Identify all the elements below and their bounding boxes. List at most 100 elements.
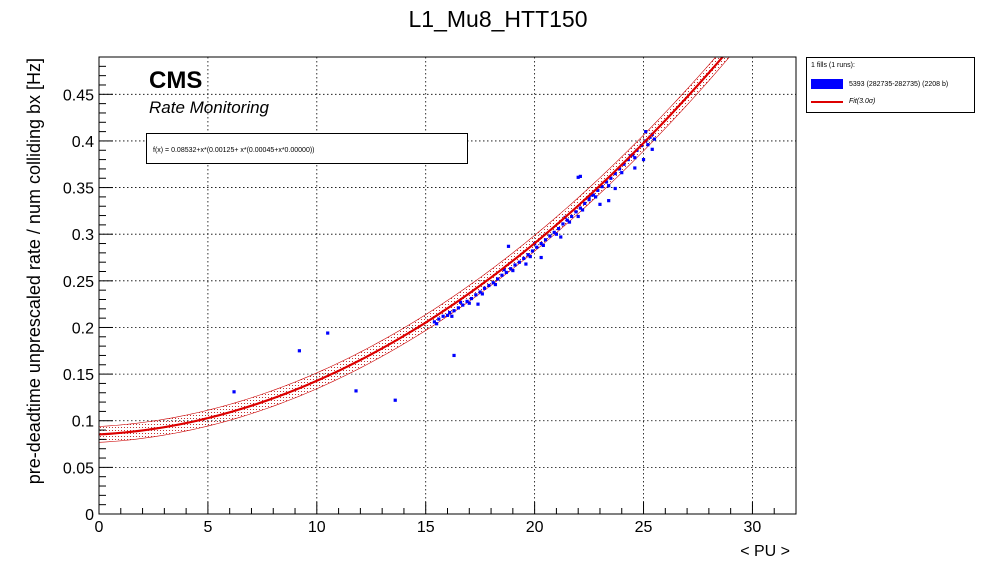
chart-title: L1_Mu8_HTT150 <box>408 6 588 32</box>
data-point <box>583 201 587 206</box>
fit-band-upper <box>99 57 717 427</box>
data-point <box>450 314 454 318</box>
x-tick-label: 30 <box>744 519 762 536</box>
data-point <box>393 398 397 402</box>
data-point <box>591 193 596 197</box>
data-points <box>232 130 657 402</box>
data-point <box>607 199 611 203</box>
data-point <box>565 218 569 222</box>
data-point <box>500 273 504 277</box>
data-point <box>622 162 626 166</box>
data-point <box>613 186 617 191</box>
data-point <box>567 220 572 224</box>
legend-label-fill: 5393 (282735-282735) (2208 b) <box>849 80 949 88</box>
data-point <box>552 230 556 234</box>
data-point <box>517 260 521 264</box>
data-point <box>526 253 530 257</box>
data-point <box>613 171 617 176</box>
data-point <box>576 175 580 179</box>
data-point <box>617 167 622 171</box>
data-point <box>480 292 484 296</box>
data-point <box>474 293 478 297</box>
data-point <box>432 320 437 324</box>
data-point <box>469 296 474 301</box>
data-point <box>445 313 450 317</box>
axes <box>98 56 797 515</box>
fit-confidence-band <box>99 57 730 443</box>
data-point <box>504 270 508 275</box>
data-point <box>576 214 580 219</box>
data-point <box>441 314 445 318</box>
data-point <box>456 306 460 310</box>
data-point <box>448 310 452 315</box>
x-tick-label: 25 <box>635 519 653 536</box>
fit-curve <box>99 57 725 436</box>
data-point <box>578 206 582 210</box>
data-point <box>502 268 506 272</box>
data-point <box>482 286 487 290</box>
data-point <box>644 130 648 134</box>
data-point <box>539 241 543 246</box>
fit-band <box>99 57 730 443</box>
data-point <box>541 243 545 247</box>
data-point <box>511 268 515 273</box>
fit-band-lower <box>99 57 730 443</box>
data-point <box>561 222 565 226</box>
data-point <box>650 147 654 151</box>
data-point <box>548 234 552 238</box>
x-tick-label: 10 <box>308 519 326 536</box>
data-point <box>506 244 511 248</box>
data-point <box>452 353 456 358</box>
y-tick-label: 0.35 <box>63 181 94 198</box>
data-point <box>578 174 582 178</box>
data-point <box>587 198 591 202</box>
data-point <box>461 303 465 307</box>
data-point <box>641 157 646 162</box>
fit-line <box>99 57 725 436</box>
grid <box>99 57 796 514</box>
data-point <box>600 185 604 189</box>
legend: 1 fills (1 runs): 5393 (282735-282735) (… <box>806 57 975 113</box>
x-tick-label: 5 <box>203 519 212 536</box>
data-point <box>232 390 236 394</box>
plot-frame <box>98 56 797 515</box>
x-axis-label: < PU > <box>740 543 790 560</box>
data-point <box>604 180 609 184</box>
legend-header: 1 fills (1 runs): <box>811 62 855 69</box>
data-point <box>594 195 598 199</box>
data-point <box>620 171 624 175</box>
y-tick-label: 0 <box>85 507 94 524</box>
rate-monitoring-label: Rate Monitoring <box>149 98 270 117</box>
data-point <box>607 184 611 188</box>
data-point <box>539 255 543 260</box>
data-point <box>326 331 330 335</box>
data-point <box>559 235 563 239</box>
y-tick-label: 0.25 <box>63 274 94 291</box>
data-point <box>554 232 559 236</box>
data-point <box>452 309 456 313</box>
data-point <box>596 188 600 192</box>
data-point <box>493 282 498 287</box>
data-point <box>435 322 439 326</box>
data-point <box>556 227 561 231</box>
data-point <box>598 202 602 206</box>
y-tick-label: 0.4 <box>72 134 94 151</box>
data-point <box>509 267 513 271</box>
data-point <box>487 283 491 288</box>
data-point <box>574 210 578 214</box>
data-point <box>465 299 469 303</box>
data-point <box>609 176 613 180</box>
data-point <box>354 389 358 393</box>
cms-label: CMS <box>149 67 203 94</box>
y-tick-label: 0.3 <box>72 227 94 244</box>
tick-labels: 0 5 10 15 20 25 30 0 0.05 0.1 0.15 0.2 0.25 0.3 0.35 0.… <box>63 87 762 536</box>
data-point <box>437 317 441 321</box>
y-tick-label: 0.1 <box>72 414 94 431</box>
data-point <box>524 262 528 266</box>
y-tick-label: 0.15 <box>63 367 94 384</box>
data-point <box>646 143 650 147</box>
x-tick-label: 15 <box>417 519 435 536</box>
data-point <box>530 249 535 253</box>
data-point <box>535 245 539 249</box>
